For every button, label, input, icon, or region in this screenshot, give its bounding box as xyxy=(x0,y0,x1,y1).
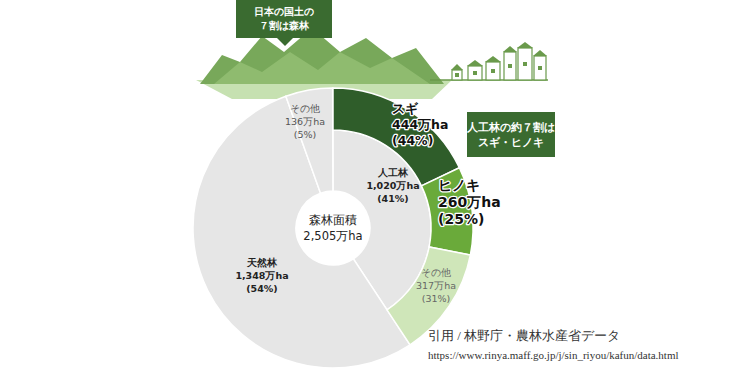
house xyxy=(534,56,546,80)
labels: 森林面積 2,505万ha 人工林 1,020万ha (41%) 天然林 1,348万ha (… xyxy=(235,101,500,304)
amount-label: 260万ha xyxy=(438,194,501,210)
slices xyxy=(193,88,473,368)
center-label: 森林面積 xyxy=(309,213,357,227)
amount-label: 317万ha xyxy=(416,280,456,291)
window xyxy=(538,66,542,70)
chart-root: 森林面積 2,505万ha 人工林 1,020万ha (41%) 天然林 1,348万ha (… xyxy=(0,0,736,368)
window xyxy=(455,73,459,77)
roof xyxy=(485,56,501,62)
percent-label: (25%) xyxy=(438,211,484,227)
category-label: その他 xyxy=(290,103,320,114)
window xyxy=(491,69,495,73)
category-label: ヒノキ xyxy=(438,177,480,193)
inner-slice xyxy=(286,88,333,193)
roof xyxy=(533,50,547,56)
annotation: スギ・ヒノキ xyxy=(478,136,544,148)
callout-box xyxy=(236,0,332,38)
window xyxy=(508,64,512,68)
house xyxy=(452,70,462,80)
category-label: 天然林 xyxy=(246,257,278,268)
percent-label: (31%) xyxy=(422,293,451,304)
house xyxy=(518,48,532,80)
landscape xyxy=(196,28,548,99)
window xyxy=(473,71,477,75)
category-label: スギ xyxy=(392,101,419,116)
house xyxy=(486,62,500,80)
roof xyxy=(467,60,483,66)
annotation: ７割は森林 xyxy=(259,20,310,31)
callout-pointer xyxy=(277,38,293,46)
amount-label: 444万ha xyxy=(392,117,448,132)
source-url: https://www.rinya.maff.go.jp/j/sin_riyou… xyxy=(428,349,679,361)
outer-slice xyxy=(333,88,459,186)
donut-hole xyxy=(296,191,370,265)
source: 引用 / 林野庁・農林水産省データ xyxy=(428,328,620,343)
amount-label: 1,348万ha xyxy=(235,270,288,281)
callout-box xyxy=(467,112,555,157)
amount-label: 1,020万ha xyxy=(366,180,419,191)
callout-top: 日本の国土の ７割は森林 xyxy=(236,0,332,46)
category-label: その他 xyxy=(421,267,451,278)
annotation: 日本の国土の xyxy=(254,6,314,17)
window xyxy=(523,62,527,66)
amount-label: 136万ha xyxy=(285,116,325,127)
mountains-front xyxy=(214,52,430,84)
roof xyxy=(451,64,463,70)
percent-label: (44%) xyxy=(392,133,433,148)
house xyxy=(468,66,482,80)
category-label: 人工林 xyxy=(377,167,409,178)
roof xyxy=(503,46,517,52)
percent-label: (5%) xyxy=(294,129,316,140)
center-total: 2,505万ha xyxy=(303,229,362,243)
percent-label: (41%) xyxy=(377,193,408,204)
chart: 森林面積 2,505万ha 人工林 1,020万ha (41%) 天然林 1,348万ha (… xyxy=(0,0,736,368)
callout-right: 人工林の約７割はスギ・ヒノキ xyxy=(466,112,555,157)
roof xyxy=(517,42,533,48)
annotation: 人工林の約７割は xyxy=(466,121,555,134)
house xyxy=(504,52,516,80)
percent-label: (54%) xyxy=(246,283,277,294)
